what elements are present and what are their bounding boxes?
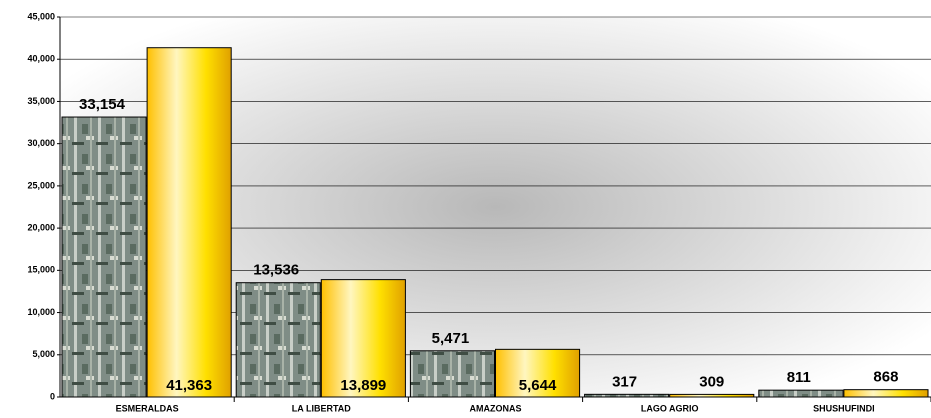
value-label: 33,154 bbox=[79, 96, 126, 113]
bar bbox=[235, 282, 321, 398]
value-label: 317 bbox=[612, 373, 637, 390]
value-label: 13,536 bbox=[253, 262, 299, 279]
value-label: 41,363 bbox=[166, 377, 212, 394]
y-tick-label: 45,000 bbox=[27, 11, 55, 21]
value-label: 5,471 bbox=[432, 330, 470, 347]
bar bbox=[409, 350, 495, 398]
y-tick-label: 40,000 bbox=[27, 54, 55, 64]
value-label: 13,899 bbox=[340, 377, 386, 394]
y-tick-label: 30,000 bbox=[27, 138, 55, 148]
value-label: 868 bbox=[873, 369, 898, 386]
x-tick-label: ESMERALDAS bbox=[116, 403, 179, 413]
y-tick-label: 20,000 bbox=[27, 222, 55, 232]
y-tick-label: 0 bbox=[50, 391, 55, 401]
x-tick-label: SHUSHUFINDI bbox=[813, 403, 875, 413]
bar bbox=[758, 389, 844, 398]
bar bbox=[843, 389, 929, 398]
x-tick-label: AMAZONAS bbox=[470, 403, 522, 413]
y-tick-label: 35,000 bbox=[27, 96, 55, 106]
value-label: 309 bbox=[699, 373, 724, 390]
y-tick-label: 15,000 bbox=[27, 265, 55, 275]
y-tick-label: 10,000 bbox=[27, 307, 55, 317]
value-label: 811 bbox=[787, 369, 811, 386]
y-tick-label: 25,000 bbox=[27, 180, 55, 190]
y-tick-label: 5,000 bbox=[32, 349, 55, 359]
bar bbox=[495, 348, 581, 398]
bar bbox=[61, 116, 147, 398]
x-tick-label: LA LIBERTAD bbox=[292, 403, 351, 413]
value-label: 5,644 bbox=[519, 377, 557, 394]
bar bbox=[146, 47, 232, 398]
x-tick-label: LAGO AGRIO bbox=[641, 403, 699, 413]
